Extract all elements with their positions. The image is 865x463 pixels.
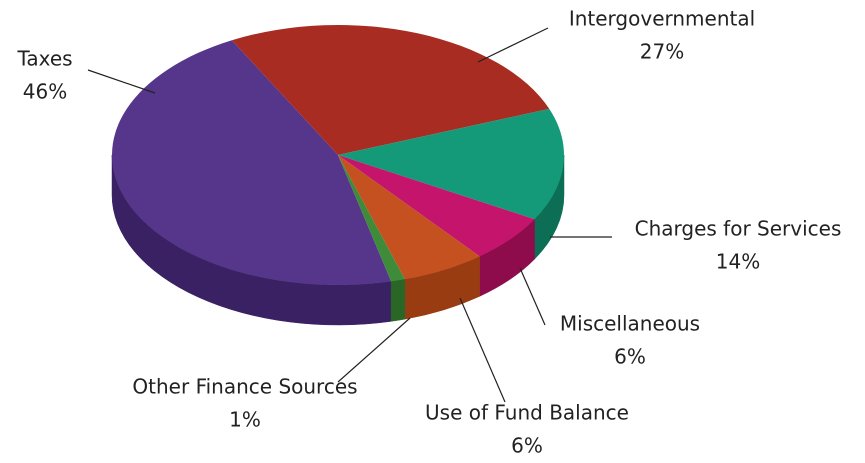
slice-value-label: 46% <box>23 80 67 104</box>
slice-label: Intergovernmental <box>569 7 755 31</box>
slice <box>111 40 392 285</box>
slice-value-label: 27% <box>640 40 684 64</box>
slice-value-label: 14% <box>716 250 760 274</box>
leader-line <box>337 317 411 383</box>
slice-value-label: 1% <box>229 408 261 432</box>
slice <box>338 155 405 282</box>
leader-line <box>459 297 506 403</box>
slice-label: Taxes <box>16 47 72 71</box>
slice <box>338 155 480 280</box>
slice-label: Use of Fund Balance <box>425 401 629 425</box>
leader-line <box>519 267 546 326</box>
slice <box>231 24 550 155</box>
leader-line <box>87 69 156 94</box>
slice-value-label: 6% <box>511 434 543 458</box>
slice-value-label: 6% <box>614 345 646 369</box>
slice-label: Miscellaneous <box>560 312 700 336</box>
slice-side <box>390 278 406 322</box>
slice-label: Charges for Services <box>635 217 842 241</box>
slice <box>338 108 564 220</box>
slice-label: Other Finance Sources <box>132 375 357 399</box>
leader-line <box>477 27 549 63</box>
slice <box>338 155 535 257</box>
